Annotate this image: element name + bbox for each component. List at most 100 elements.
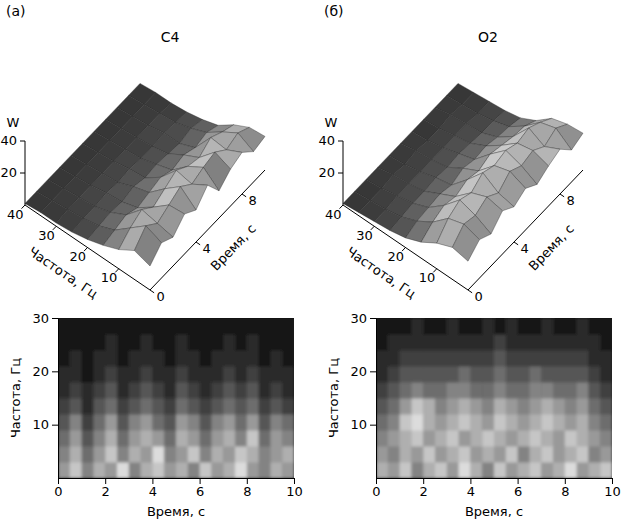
heatmap-cell — [200, 398, 212, 415]
heatmap-cell — [588, 446, 600, 463]
tick: 4 — [467, 478, 475, 499]
heatmap-cell — [188, 350, 200, 367]
heatmap-cell — [577, 366, 589, 383]
heatmap-cell — [141, 398, 153, 415]
tick: 10 — [32, 417, 58, 432]
heatmap-cell — [259, 366, 271, 383]
heatmap-cell — [105, 350, 117, 367]
tick-mark — [370, 425, 376, 426]
heatmap-cell — [211, 382, 223, 399]
heatmap-cell — [518, 318, 530, 335]
heatmap-cell — [152, 414, 164, 431]
heatmap-cell — [482, 446, 494, 463]
heatmap-cell — [223, 398, 235, 415]
heatmap-cell — [164, 414, 176, 431]
heatmap-cell — [459, 462, 471, 478]
heatmap-cell — [518, 430, 530, 447]
heatmap-cell — [223, 334, 235, 351]
tick-label: 8 — [243, 484, 251, 499]
heatmap-cell — [506, 414, 518, 431]
heatmap-cell — [388, 414, 400, 431]
heatmap-cell — [188, 366, 200, 383]
tick-label: 2 — [102, 484, 110, 499]
heatmap-cell — [553, 430, 565, 447]
tick-label: 8 — [249, 193, 257, 208]
heatmap-cell — [58, 366, 70, 383]
heatmap-cell — [435, 366, 447, 383]
heatmap-cell — [529, 414, 541, 431]
heatmap-cell — [105, 446, 117, 463]
heatmap-cell — [565, 318, 577, 335]
plot-background — [58, 318, 294, 478]
heatmap-cell — [459, 318, 471, 335]
figure: 102030400482040Частота, ГцВремя, сWC4(а)… — [0, 0, 631, 528]
tick: 10 — [286, 478, 303, 499]
heatmap-cell — [93, 366, 105, 383]
heatmap-cell — [518, 414, 530, 431]
heatmap-cell — [423, 350, 435, 367]
heatmap-cell — [423, 398, 435, 415]
tick-mark — [376, 478, 377, 484]
heatmap-cell — [129, 382, 141, 399]
axis-line — [377, 478, 613, 479]
heatmap-cell — [553, 382, 565, 399]
heatmap-cell — [93, 430, 105, 447]
heatmap-cell — [459, 366, 471, 383]
heatmap-cell — [494, 318, 506, 335]
heatmap-cell — [93, 414, 105, 431]
heatmap-cell — [247, 462, 259, 478]
heatmap-cell — [506, 334, 518, 351]
surface-cell — [452, 224, 479, 261]
heatmap-cell — [588, 382, 600, 399]
tick-mark — [370, 318, 376, 319]
axis-line — [25, 205, 150, 290]
heatmap-cell — [200, 318, 212, 335]
heatmap-cell — [270, 382, 282, 399]
tick: 0 — [372, 478, 380, 499]
heatmap-cell — [541, 446, 553, 463]
heatmap-cell — [541, 350, 553, 367]
heatmap-cell — [176, 430, 188, 447]
heatmap-cell — [188, 446, 200, 463]
tick-label: 8 — [561, 484, 569, 499]
heatmap-cell — [470, 430, 482, 447]
heatmap-cell — [58, 446, 70, 463]
y-axis: 102030 — [350, 311, 376, 479]
heatmap-cell — [247, 430, 259, 447]
heatmap-cell — [600, 462, 612, 478]
heatmap-cell — [117, 446, 129, 463]
heatmap-cell — [117, 414, 129, 431]
heatmap-cell — [600, 318, 612, 335]
heatmap-cell — [506, 462, 518, 478]
heatmap-cell — [200, 334, 212, 351]
chart-title: O2 — [478, 29, 498, 45]
heatmap-cell — [577, 382, 589, 399]
tick: 30 — [350, 311, 376, 326]
heatmap-cell — [129, 318, 141, 335]
heatmap-cell — [411, 334, 423, 351]
panel-letter: (б) — [324, 3, 344, 19]
heatmap-cell — [223, 462, 235, 478]
heatmap-cell — [459, 398, 471, 415]
tick-mark — [294, 478, 295, 484]
heatmap-cell — [553, 446, 565, 463]
heatmap-cell — [70, 382, 82, 399]
axis-title: W — [7, 115, 20, 130]
heatmap-cell — [93, 334, 105, 351]
heatmap-cell — [164, 446, 176, 463]
heatmap-cell — [411, 446, 423, 463]
heatmap-cell — [553, 462, 565, 478]
tick — [20, 141, 25, 142]
heatmap-cell — [270, 446, 282, 463]
heatmap-cell — [435, 382, 447, 399]
heatmap-cell — [494, 350, 506, 367]
heatmap-cell — [459, 414, 471, 431]
tick-label: 40 — [318, 133, 335, 148]
heatmap-cell — [588, 414, 600, 431]
tick: 6 — [514, 478, 522, 499]
heatmap-cell — [141, 446, 153, 463]
heatmap-cell — [470, 446, 482, 463]
heatmap-cell — [470, 382, 482, 399]
heatmap-cell — [259, 318, 271, 335]
tick-label: 4 — [203, 241, 211, 256]
